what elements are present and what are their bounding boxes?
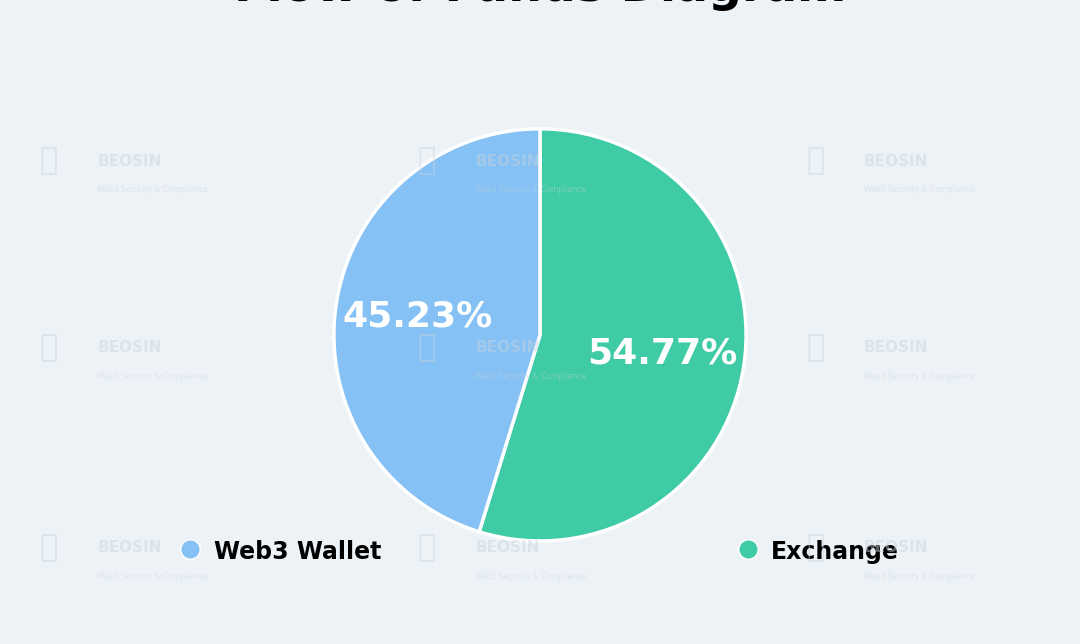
Text: ⛨: ⛨ [418,533,435,562]
Legend: Exchange: Exchange [739,539,900,564]
Text: Web3 Security & Compliance: Web3 Security & Compliance [475,372,586,381]
Text: BEOSIN: BEOSIN [475,340,540,355]
Text: ⛨: ⛨ [40,146,57,176]
Text: 45.23%: 45.23% [342,299,492,334]
Text: Web3 Security & Compliance: Web3 Security & Compliance [475,572,586,581]
Text: Web3 Security & Compliance: Web3 Security & Compliance [864,372,975,381]
Text: BEOSIN: BEOSIN [475,153,540,169]
Text: Web3 Security & Compliance: Web3 Security & Compliance [97,185,208,194]
Text: ⛨: ⛨ [418,333,435,363]
Text: BEOSIN: BEOSIN [864,540,929,555]
Text: BEOSIN: BEOSIN [864,340,929,355]
Text: BEOSIN: BEOSIN [97,540,162,555]
Text: BEOSIN: BEOSIN [864,153,929,169]
Text: Web3 Security & Compliance: Web3 Security & Compliance [864,185,975,194]
Text: BEOSIN: BEOSIN [97,340,162,355]
Text: ⛨: ⛨ [807,533,824,562]
Text: BEOSIN: BEOSIN [475,540,540,555]
Text: ⛨: ⛨ [40,533,57,562]
Text: Web3 Security & Compliance: Web3 Security & Compliance [864,572,975,581]
Text: ⛨: ⛨ [807,333,824,363]
Text: ⛨: ⛨ [40,333,57,363]
Title: Flow of Funds Diagram: Flow of Funds Diagram [234,0,846,12]
Text: 54.77%: 54.77% [588,336,738,370]
Text: Web3 Security & Compliance: Web3 Security & Compliance [475,185,586,194]
Text: ⛨: ⛨ [807,146,824,176]
Wedge shape [334,129,540,532]
Wedge shape [480,129,746,541]
Text: ⛨: ⛨ [418,146,435,176]
Text: BEOSIN: BEOSIN [97,153,162,169]
Text: Web3 Security & Compliance: Web3 Security & Compliance [97,572,208,581]
Text: Web3 Security & Compliance: Web3 Security & Compliance [97,372,208,381]
